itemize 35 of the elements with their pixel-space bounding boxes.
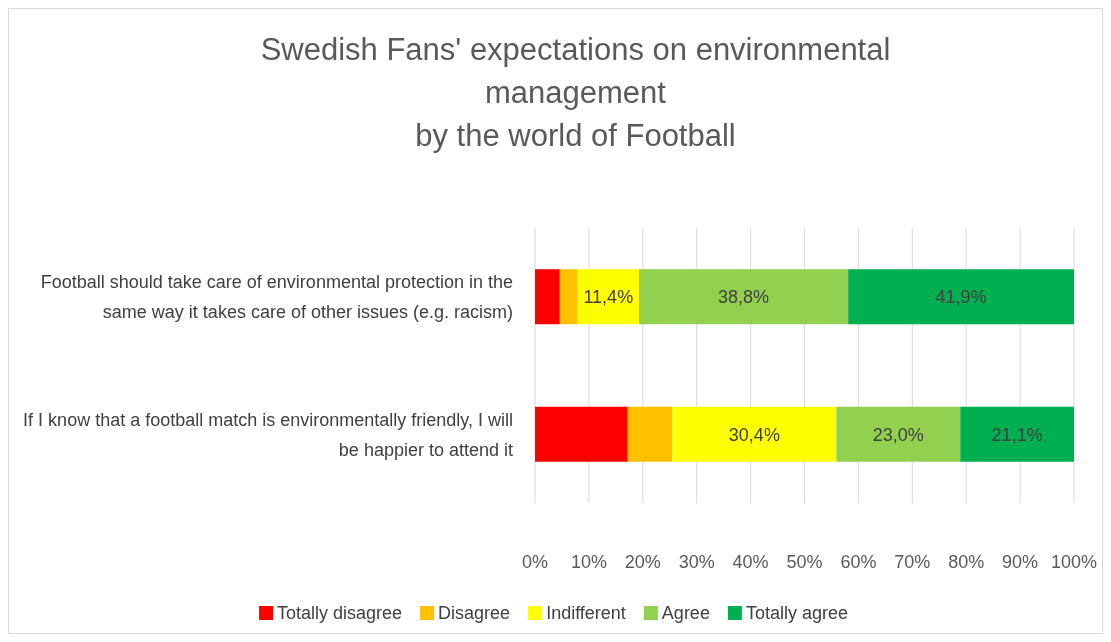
x-tick-label: 40% [732,552,769,572]
x-tick-label: 70% [894,552,931,572]
legend-label: Disagree [438,603,511,624]
legend-label: Totally agree [745,603,848,624]
bar [848,269,1074,325]
chart-title: Swedish Fans' expectations on environmental management by the world of Football [260,32,891,153]
bar [577,269,640,325]
bar [627,406,673,462]
bar [535,406,628,462]
x-tick-label: 30% [678,552,715,572]
bar [559,269,578,325]
y-tick-label: Football should take care of environmental protection in the same way it takes care of other issues (e.g. racism) [40,272,513,323]
y-tick-label: If I know that a football match is environmentally friendly, I will be happier to attend it [23,409,513,460]
bar [836,406,961,462]
legend-label: Indifferent [546,603,626,624]
legend-label: Totally disagree [277,603,403,624]
x-tick-label: 90% [1002,552,1039,572]
data-label: 21,1% [991,424,1043,445]
x-tick-label: 50% [786,552,823,572]
bar [535,269,560,325]
x-tick-label: 20% [624,552,661,572]
x-tick-label: 80% [948,552,985,572]
bar [639,269,849,325]
legend-label: Agree [661,603,710,624]
data-label: 11,4% [583,287,634,308]
x-tick-label: 100% [1050,552,1098,572]
data-label: 23,0% [872,424,924,445]
data-label: 30,4% [728,424,780,445]
bar [672,406,837,462]
data-label: 38,8% [718,287,770,308]
x-tick-label: 10% [570,552,607,572]
bar [960,406,1074,462]
x-tick-label: 0% [521,552,549,572]
data-label: 41,9% [935,287,987,308]
x-tick-label: 60% [840,552,877,572]
